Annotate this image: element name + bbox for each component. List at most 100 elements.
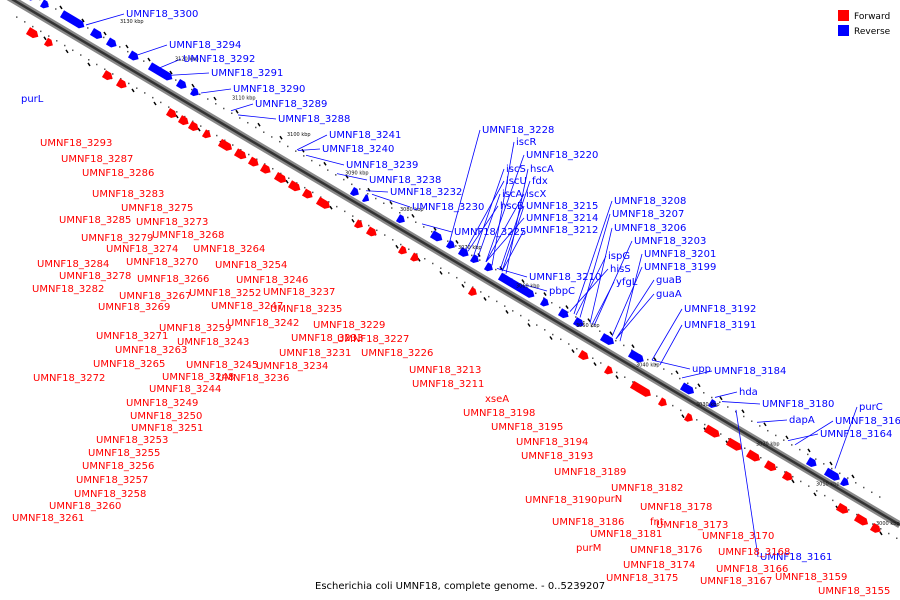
- forward-gene-label: UMNF18_3265: [93, 359, 165, 370]
- reverse-gene-label: upp: [692, 364, 711, 375]
- minor-tick: [301, 148, 305, 153]
- tick-dot: [239, 117, 241, 119]
- minor-tick: [461, 283, 465, 288]
- forward-gene-label: UMNF18_3246: [236, 275, 308, 286]
- tick-dot: [288, 177, 290, 179]
- reverse-leader: [615, 293, 655, 340]
- tick-dot: [663, 368, 665, 370]
- reverse-leader: [735, 409, 759, 558]
- forward-gene: [781, 470, 793, 481]
- tick-dot: [568, 343, 570, 345]
- minor-tick: [675, 370, 679, 375]
- reverse-leader: [237, 114, 277, 120]
- minor-tick: [103, 31, 107, 36]
- reverse-gene: [572, 317, 584, 328]
- tick-dot: [384, 234, 386, 236]
- tick-dot: [431, 230, 433, 233]
- tick-dot: [632, 381, 634, 383]
- reverse-gene-label: UMNF18_3210: [529, 272, 601, 283]
- tick-dot: [471, 254, 473, 257]
- tick-dot: [432, 262, 434, 265]
- tick-dot: [376, 229, 378, 232]
- tick-dot: [848, 509, 850, 511]
- forward-gene-label: UMNF18_3237: [263, 287, 335, 298]
- tick-dot: [335, 174, 337, 176]
- forward-gene-label: UMNF18_3272: [33, 373, 105, 384]
- tick-dot: [103, 36, 105, 39]
- tick-dot: [472, 286, 474, 288]
- tick-dot: [744, 447, 746, 450]
- minor-tick: [565, 305, 569, 310]
- reverse-gene: [557, 308, 569, 319]
- tick-dot: [263, 131, 265, 133]
- tick-dot: [624, 376, 626, 378]
- reverse-gene: [839, 477, 849, 487]
- tick-dot: [223, 107, 225, 110]
- forward-gene-label: UMNF18_3266: [137, 274, 209, 285]
- forward-gene: [683, 412, 693, 422]
- tick-dot: [392, 239, 394, 241]
- tick-dot: [407, 216, 409, 219]
- tick-dot: [816, 490, 818, 492]
- tick-dot: [720, 433, 722, 435]
- minor-tick: [521, 279, 525, 283]
- tick-dot: [616, 371, 618, 374]
- tick-dot: [855, 482, 857, 484]
- minor-tick: [213, 96, 217, 101]
- tick-dot: [735, 410, 737, 413]
- reverse-gene: [679, 382, 695, 395]
- reverse-leader: [158, 58, 182, 69]
- scale-label: 3080 kbp: [400, 207, 424, 213]
- reverse-leader: [465, 180, 505, 251]
- forward-gene-label: UMNF18_3167: [700, 576, 772, 587]
- tick-dot: [104, 68, 106, 70]
- scale-label: 3010 kbp: [816, 481, 840, 487]
- reverse-gene-label: purC: [859, 402, 883, 413]
- forward-gene-label: UMNF18_3189: [554, 467, 626, 478]
- tick-dot: [512, 310, 514, 312]
- tick-dot: [871, 491, 873, 494]
- minor-tick: [653, 357, 657, 362]
- reverse-leader: [485, 154, 525, 262]
- tick-dot: [383, 202, 385, 205]
- reverse-gene-label: UMNF18_3291: [211, 68, 283, 79]
- tick-dot: [367, 193, 369, 195]
- tick-dot: [144, 92, 146, 94]
- forward-gene-label: UMNF18_3252: [189, 288, 261, 299]
- legend-reverse-label: Reverse: [854, 27, 891, 37]
- reverse-leader: [651, 359, 691, 370]
- forward-gene-label: UMNF18_3256: [82, 461, 154, 472]
- forward-gene-label: UMNF18_3173: [656, 520, 728, 531]
- scale-label: 3110 kbp: [232, 95, 256, 101]
- tick-dot: [136, 87, 138, 89]
- forward-gene-label: UMNF18_3261: [12, 513, 84, 524]
- forward-gene-label: UMNF18_3254: [215, 260, 287, 271]
- reverse-leader: [496, 267, 528, 278]
- tick-dot: [815, 458, 817, 460]
- reverse-gene-label: UMNF18_3180: [762, 399, 834, 410]
- forward-gene-label: UMNF18_3247: [211, 301, 283, 312]
- tick-dot: [287, 145, 289, 148]
- scale-label: 3000 kbp: [876, 521, 900, 527]
- tick-dot: [319, 164, 321, 167]
- minor-tick: [807, 448, 811, 453]
- reverse-gene-label: UMNF18_3214: [526, 213, 598, 224]
- tick-dot: [88, 59, 90, 61]
- reverse-leader: [170, 72, 210, 76]
- minor-tick: [763, 422, 767, 427]
- reverse-leader: [615, 279, 655, 340]
- forward-gene-label: UMNF18_3242: [227, 318, 299, 329]
- scale-label: 3050 kbp: [576, 323, 600, 329]
- forward-gene-label: UMNF18_3275: [121, 203, 193, 214]
- tick-dot: [719, 401, 721, 404]
- reverse-gene: [445, 239, 455, 249]
- reverse-gene-label: UMNF18_3206: [614, 223, 686, 234]
- tick-dot: [784, 471, 786, 473]
- forward-gene: [187, 121, 199, 132]
- tick-dot: [215, 103, 217, 105]
- reverse-gene-label: UMNF18_3212: [526, 225, 598, 236]
- reverse-gene: [105, 37, 117, 48]
- reverse-gene: [429, 230, 443, 242]
- forward-gene-label: UMNF18_3243: [177, 337, 249, 348]
- reverse-leader: [85, 13, 125, 26]
